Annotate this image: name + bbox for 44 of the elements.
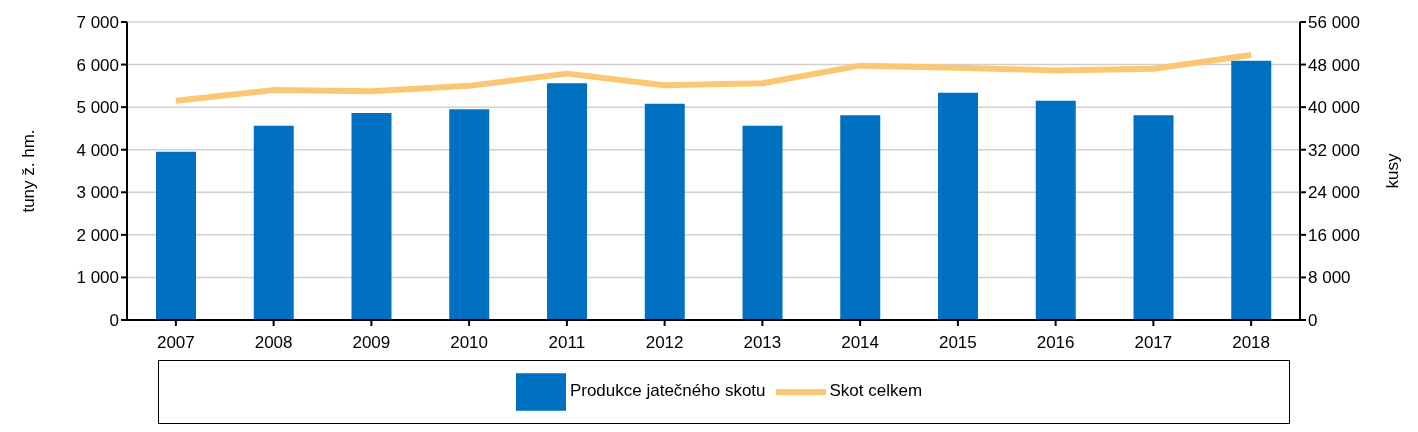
bar	[351, 113, 392, 320]
x-tick-label: 2018	[1232, 333, 1271, 353]
y2-tick-label: 0	[1308, 311, 1318, 331]
y-tick-label: 4 000	[76, 140, 119, 160]
legend-label: Skot celkem	[829, 381, 923, 401]
x-tick-label: 2011	[548, 333, 586, 353]
y-tick-label: 5 000	[76, 98, 119, 118]
legend-label: Produkce jatečného skotu	[569, 381, 766, 401]
y2-tick-label: 24 000	[1308, 183, 1360, 203]
x-tick-label: 2015	[938, 333, 977, 353]
x-tick-label: 2009	[352, 333, 391, 353]
y-tick-label: 7 000	[76, 13, 119, 33]
bar	[547, 83, 587, 320]
y2-tick-label: 16 000	[1308, 225, 1360, 245]
y-tick-label: 2 000	[76, 225, 119, 245]
x-tick-label: 2014	[841, 333, 880, 353]
y-tick-label: 3 000	[76, 183, 119, 203]
y-axis-title: tuny ž. hm.	[19, 129, 39, 213]
x-tick-label: 2017	[1134, 333, 1173, 353]
y2-tick-label: 48 000	[1308, 55, 1360, 75]
y-tick-label: 0	[109, 311, 119, 331]
bar	[253, 125, 294, 320]
y2-axis-title: kusy	[1383, 153, 1403, 189]
bar	[156, 151, 196, 320]
bar	[840, 115, 881, 320]
y-tick-label: 6 000	[76, 55, 119, 75]
bar	[449, 109, 490, 320]
y2-tick-label: 32 000	[1308, 140, 1360, 160]
bar	[1035, 100, 1076, 320]
bar	[742, 125, 783, 320]
bar	[938, 92, 978, 320]
bar	[1231, 60, 1272, 320]
bar	[1133, 115, 1174, 320]
y2-tick-label: 40 000	[1308, 98, 1360, 118]
y2-tick-label: 56 000	[1308, 13, 1360, 33]
y2-tick-label: 8 000	[1308, 268, 1351, 288]
bar	[644, 103, 685, 320]
x-tick-label: 2008	[254, 333, 293, 353]
x-tick-label: 2013	[743, 333, 782, 353]
y-tick-label: 1 000	[76, 268, 119, 288]
x-tick-label: 2016	[1036, 333, 1075, 353]
x-tick-label: 2012	[645, 333, 684, 353]
x-tick-label: 2007	[156, 333, 195, 353]
x-tick-label: 2010	[450, 333, 489, 353]
